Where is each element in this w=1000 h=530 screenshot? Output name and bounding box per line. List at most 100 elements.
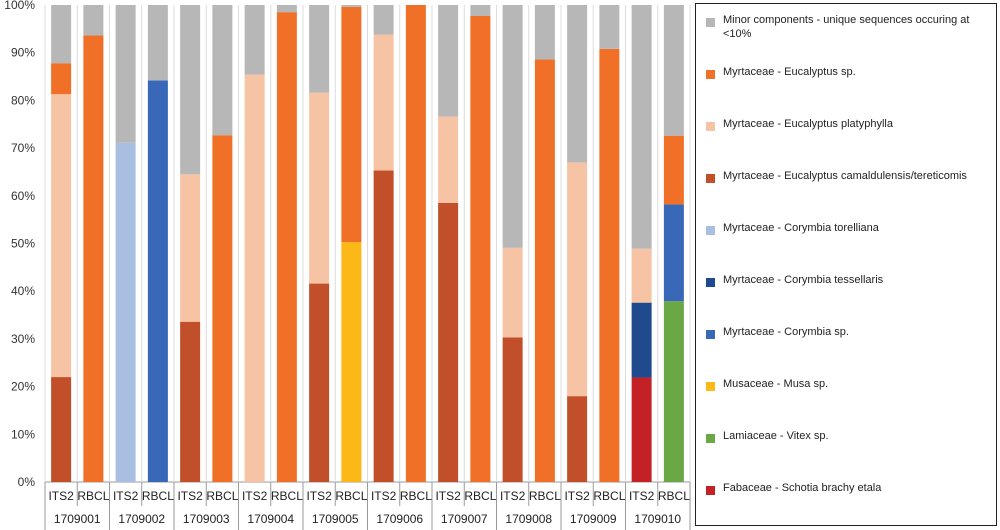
- y-tick-label: 80%: [11, 93, 35, 107]
- bar-segment: [567, 5, 588, 163]
- bar-segment: [502, 337, 523, 482]
- x-category-label: ITS2: [435, 489, 461, 503]
- bar-segment: [180, 5, 201, 175]
- y-tick-label: 0%: [18, 475, 36, 489]
- x-category-label: RBCL: [206, 489, 238, 503]
- x-category-label: ITS2: [564, 489, 590, 503]
- bar-segment: [663, 204, 684, 302]
- bar-segment: [244, 5, 265, 75]
- chart-svg: 0%10%20%30%40%50%60%70%80%90%100%ITS2 RBC…: [4, 0, 691, 530]
- bar-segment: [663, 135, 684, 205]
- y-tick-label: 90%: [11, 46, 35, 60]
- bar-segment: [244, 74, 265, 482]
- legend-label: Myrtaceae - Eucalyptus sp.: [723, 66, 856, 78]
- bar-segment: [51, 63, 72, 95]
- legend-label: Myrtaceae - Corymbia sp.: [723, 326, 849, 338]
- bar-segment: [599, 48, 620, 482]
- bar-segment: [373, 5, 394, 35]
- legend-swatch: [706, 70, 715, 79]
- bar-segment: [341, 6, 362, 243]
- x-group-label: 1709001: [54, 512, 101, 526]
- x-group-label: 1709009: [570, 512, 617, 526]
- x-category-label: ITS2: [48, 489, 74, 503]
- bar-segment: [631, 377, 652, 482]
- legend-label: Fabaceae - Schotia brachy etala: [723, 482, 882, 494]
- y-tick-label: 30%: [11, 332, 35, 346]
- x-category-label: RBCL: [335, 489, 367, 503]
- bar-segment: [438, 116, 459, 203]
- bar-segment: [276, 12, 297, 483]
- legend-swatch: [706, 18, 715, 27]
- y-tick-label: 60%: [11, 189, 35, 203]
- legend-swatch: [706, 382, 715, 391]
- bar-segment: [276, 5, 297, 13]
- legend-swatch: [706, 278, 715, 287]
- legend-label: Myrtaceae - Eucalyptus camaldulensis/ter…: [723, 170, 967, 182]
- legend-swatch: [706, 330, 715, 339]
- bar-segment: [599, 5, 620, 49]
- bar-segment: [180, 174, 201, 322]
- x-group-label: 1709007: [441, 512, 488, 526]
- y-tick-label: 50%: [11, 237, 35, 251]
- bar-segment: [83, 35, 104, 482]
- legend-swatch: [706, 174, 715, 183]
- bar-segment: [341, 5, 362, 7]
- legend-swatch: [706, 486, 715, 495]
- bar-segment: [470, 15, 491, 482]
- x-category-label: RBCL: [464, 489, 496, 503]
- bar-segment: [631, 5, 652, 249]
- bar-segment: [212, 5, 233, 136]
- bar-segment: [51, 5, 72, 64]
- legend-label: Myrtaceae - Eucalyptus platyphylla: [723, 118, 893, 130]
- bar-segment: [534, 59, 555, 483]
- x-group-label: 1709008: [505, 512, 552, 526]
- x-category-label: RBCL: [658, 489, 690, 503]
- legend-label: Myrtaceae - Corymbia tessellaris: [723, 274, 884, 286]
- legend-label: Musaceae - Musa sp.: [723, 378, 829, 390]
- x-category-label: ITS2: [500, 489, 526, 503]
- bar-segment: [534, 5, 555, 60]
- x-category-label: RBCL: [142, 489, 174, 503]
- legend-swatch: [706, 122, 715, 131]
- y-tick-label: 100%: [4, 0, 35, 12]
- bar-segment: [147, 80, 168, 482]
- bar-segment: [147, 5, 168, 81]
- y-tick-label: 40%: [11, 284, 35, 298]
- bar-segment: [405, 5, 426, 482]
- bar-segment: [502, 247, 523, 338]
- x-category-label: ITS2: [242, 489, 268, 503]
- bar-segment: [341, 242, 362, 482]
- x-group-label: 1709003: [183, 512, 230, 526]
- bar-segment: [309, 283, 330, 482]
- legend-swatch: [706, 226, 715, 235]
- x-category-label: ITS2: [306, 489, 332, 503]
- bar-segment: [51, 377, 72, 482]
- x-category-label: RBCL: [77, 489, 109, 503]
- x-group-label: 1709004: [247, 512, 294, 526]
- bar-segment: [212, 135, 233, 482]
- x-group-label: 1709002: [118, 512, 165, 526]
- bar-segment: [309, 92, 330, 284]
- x-category-label: ITS2: [113, 489, 139, 503]
- bar-segment: [567, 162, 588, 397]
- legend-label: Minor components - unique sequences occu…: [723, 14, 970, 40]
- legend-label: Lamiaceae - Vitex sp.: [723, 430, 829, 442]
- legend: Minor components - unique sequences occu…: [695, 3, 997, 526]
- bar-segment: [663, 301, 684, 482]
- bar-segment: [631, 302, 652, 378]
- x-category-label: ITS2: [371, 489, 397, 503]
- bar-segment: [631, 248, 652, 303]
- x-category-label: RBCL: [400, 489, 432, 503]
- bar-segment: [663, 5, 684, 136]
- bar-segment: [115, 142, 136, 482]
- x-category-label: ITS2: [629, 489, 655, 503]
- bar-segment: [51, 94, 72, 378]
- bar-segment: [567, 396, 588, 482]
- bar-segment: [373, 34, 394, 171]
- bar-segment: [115, 5, 136, 143]
- x-group-label: 1709005: [312, 512, 359, 526]
- x-group-label: 1709010: [634, 512, 681, 526]
- bar-segment: [373, 170, 394, 483]
- y-tick-label: 20%: [11, 380, 35, 394]
- x-category-label: RBCL: [593, 489, 625, 503]
